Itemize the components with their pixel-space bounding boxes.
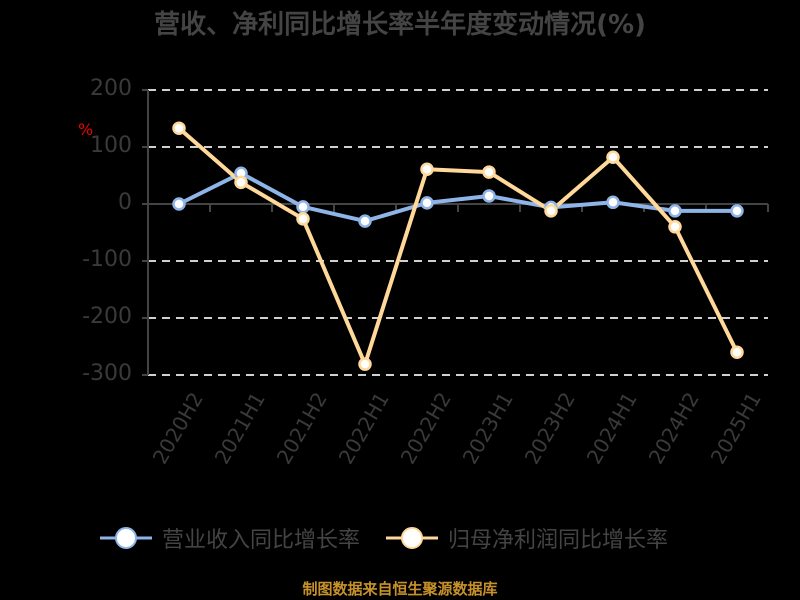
data-point[interactable] [358, 357, 372, 371]
y-tick-label: 100 [90, 133, 132, 158]
series-line-0 [178, 171, 737, 224]
data-point[interactable] [482, 189, 496, 203]
data-point[interactable] [482, 165, 496, 179]
data-point[interactable] [296, 212, 310, 226]
data-point[interactable] [296, 200, 310, 214]
y-tick-label: -300 [82, 361, 132, 386]
legend-item-revenue[interactable]: 营业收入同比增长率 [100, 522, 360, 554]
data-point[interactable] [420, 196, 434, 210]
data-point[interactable] [172, 197, 186, 211]
legend-marker-icon [386, 527, 439, 549]
data-point[interactable] [668, 204, 682, 218]
y-tick-label: 200 [90, 76, 132, 101]
gridlines [148, 89, 768, 376]
legend-label: 归母净利润同比增长率 [448, 528, 669, 553]
chart-title: 营收、净利同比增长率半年度变动情况(%) [154, 10, 646, 40]
data-point[interactable] [730, 345, 744, 359]
series-lines [172, 121, 744, 371]
y-tick-label: -100 [82, 247, 132, 272]
y-axis-unit: % [78, 120, 94, 139]
data-point[interactable] [606, 150, 620, 165]
data-point[interactable] [420, 162, 434, 176]
data-point[interactable] [358, 214, 372, 228]
data-point[interactable] [668, 220, 682, 234]
legend-marker-icon [100, 527, 152, 549]
y-tick-label: -200 [82, 304, 132, 329]
data-point[interactable] [172, 121, 186, 135]
series-line-1 [177, 126, 739, 367]
data-point[interactable] [606, 195, 620, 210]
axes [142, 89, 769, 376]
data-point[interactable] [730, 204, 744, 218]
legend-label: 营业收入同比增长率 [162, 528, 361, 553]
data-point[interactable] [544, 204, 558, 218]
data-source: 制图数据来自恒生聚源数据库 [302, 580, 498, 598]
data-point[interactable] [234, 175, 248, 190]
legend-item-profit[interactable]: 归母净利润同比增长率 [386, 522, 668, 554]
y-tick-label: 0 [118, 190, 132, 215]
legend: 营业收入同比增长率 归母净利润同比增长率 [100, 522, 694, 554]
